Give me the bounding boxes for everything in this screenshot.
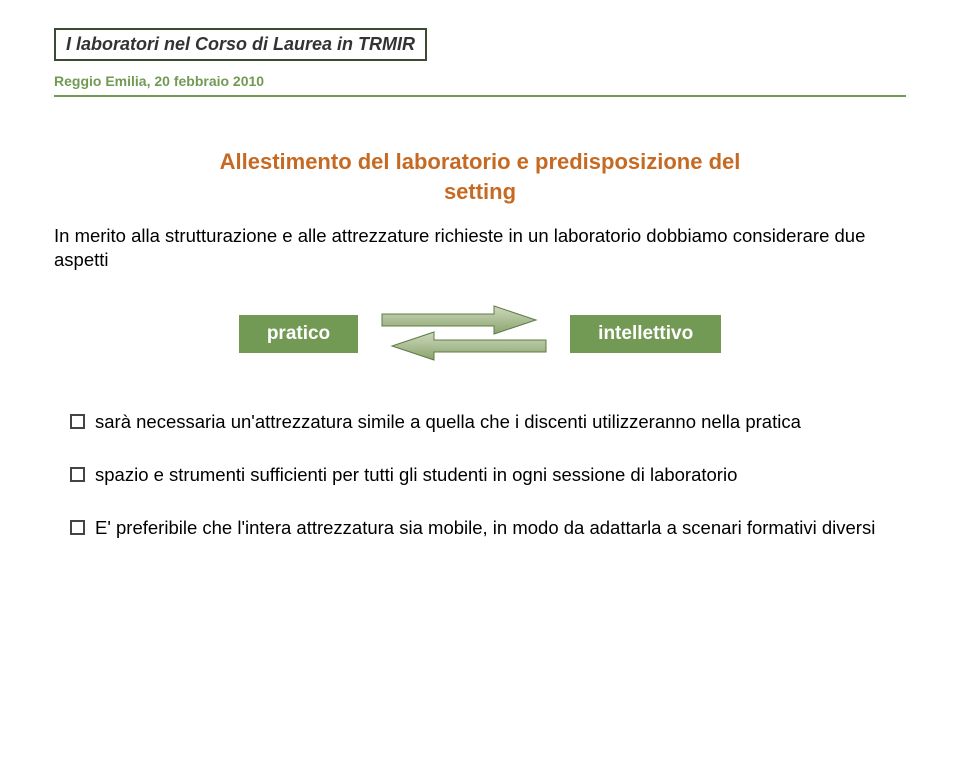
tag-intellettivo: intellettivo (570, 315, 721, 353)
list-item: E' preferibile che l'intera attrezzatura… (70, 516, 906, 541)
header-title-box: I laboratori nel Corso di Laurea in TRMI… (54, 28, 427, 61)
tag-pratico: pratico (239, 315, 358, 353)
checkbox-icon (70, 467, 85, 482)
slide-title: Allestimento del laboratorio e predispos… (54, 147, 906, 206)
list-item: sarà necessaria un'attrezzatura simile a… (70, 410, 906, 435)
title-line-2: setting (444, 179, 516, 204)
slide: I laboratori nel Corso di Laurea in TRMI… (0, 0, 960, 769)
list-item: spazio e strumenti sufficienti per tutti… (70, 463, 906, 488)
checkbox-icon (70, 520, 85, 535)
intro-paragraph: In merito alla strutturazione e alle att… (54, 224, 906, 272)
checkbox-icon (70, 414, 85, 429)
bullet-list: sarà necessaria un'attrezzatura simile a… (54, 410, 906, 541)
title-line-1: Allestimento del laboratorio e predispos… (220, 149, 741, 174)
header-title-text: I laboratori nel Corso di Laurea in TRMI… (66, 34, 415, 54)
divider (54, 95, 906, 97)
bullet-text: E' preferibile che l'intera attrezzatura… (95, 516, 906, 541)
bullet-text: sarà necessaria un'attrezzatura simile a… (95, 410, 906, 435)
tags-row: pratico intellettivo (54, 304, 906, 364)
header-subtitle: Reggio Emilia, 20 febbraio 2010 (54, 73, 906, 89)
bullet-text: spazio e strumenti sufficienti per tutti… (95, 463, 906, 488)
double-arrow-icon (364, 304, 564, 364)
